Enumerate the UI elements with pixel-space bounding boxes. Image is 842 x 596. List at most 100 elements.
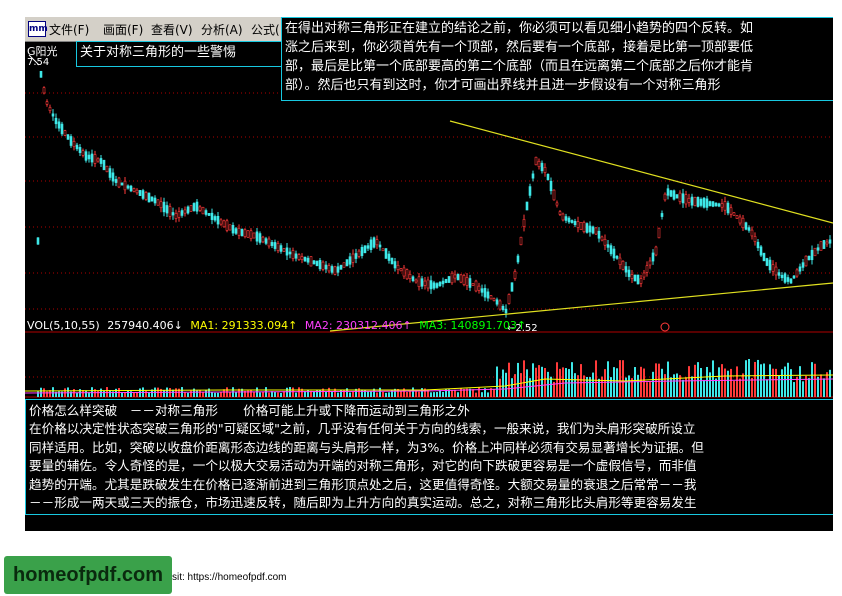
volume-bar [451,389,453,397]
volume-bar [310,390,312,397]
vol-ma2: MA2: 230312.406↑ [304,319,412,332]
candle-body [264,238,268,244]
volume-bar [460,388,462,397]
homeofpdf-logo[interactable]: homeofpdf.com [4,556,172,594]
volume-bar [421,388,423,397]
candle-body [354,253,358,259]
volume-bar [676,373,678,397]
volume-bar [127,390,129,397]
volume-bar [376,392,378,397]
candle-body [657,227,661,239]
panel-line: 在价格以决定性状态突破三角形的"可疑区域"之前，几乎没有任何关于方向的线索，一般… [29,421,696,437]
volume-bar [535,367,537,397]
menu-screen[interactable]: 画面(F) [103,23,144,37]
volume-bar [400,391,402,397]
candle-body [417,276,421,287]
candle-body [606,244,610,248]
menu-analysis[interactable]: 分析(A) [201,23,243,37]
volume-bar [808,378,810,397]
volume-bar [637,374,639,397]
candle-body [810,249,814,261]
volume-bar [457,392,459,397]
volume-bar [820,374,822,397]
candle-body [471,283,475,286]
menu-formula[interactable]: 公式( [251,23,280,37]
candle-body [549,180,553,192]
volume-bar [790,369,792,397]
candle-body [717,203,721,207]
candle-body [228,224,232,231]
candle-body [579,222,583,230]
volume-bar [616,368,618,397]
volume-bar [670,377,672,397]
candle-body [477,285,481,291]
volume-bar [145,390,147,397]
volume-bar [202,392,204,397]
candle-body [387,253,391,261]
volume-bar [37,391,39,397]
volume-bar [253,392,255,397]
candle-body [567,217,571,223]
candle-body [51,113,55,117]
candle-body [177,211,181,218]
candle-body [699,198,703,206]
candle-body [828,239,832,244]
volume-bar [481,392,483,397]
volume-bar [403,388,405,397]
volume-bar [652,371,654,397]
volume-bar [766,379,768,397]
volume-bar [586,376,588,397]
candle-body [441,280,445,285]
candle-body [591,226,595,234]
candle-body [291,250,295,259]
candle-body [273,242,277,249]
candle-body [429,280,433,290]
menu-view[interactable]: 查看(V) [151,23,193,37]
volume-bar [466,388,468,397]
candle-body [150,196,154,202]
candle-body [126,185,130,189]
volume-bar [67,387,69,397]
panel-line: －－形成一两天或三天的振仓，市场迅速反转，随后即为上升方向的真实运动。总之，对称… [29,495,697,511]
candle-body [696,197,700,207]
app-icon[interactable]: mm [28,21,48,37]
volume-bar [184,391,186,397]
candle-body [468,278,472,288]
candle-body [258,233,262,243]
volume-bar [151,389,153,397]
volume-bar [598,378,600,397]
candle-body [198,206,202,211]
kline-chart[interactable]: ←2.52 [25,41,833,531]
volume-bar [247,390,249,397]
volume-bar [109,390,111,397]
candle-body [582,222,586,232]
candle-body [339,264,343,270]
volume-bar [97,390,99,397]
candle-body [723,201,727,211]
volume-bar [193,388,195,397]
candle-body [801,262,805,268]
volume-bar [277,392,279,397]
candle-body [348,256,352,265]
candle-body [450,272,454,284]
candle-body [216,215,220,225]
candle-body [570,220,574,223]
volume-bar [520,373,522,397]
volume-bar [781,369,783,397]
volume-bar [316,390,318,397]
candle-body [372,237,376,248]
candle-body [480,288,484,293]
volume-bar [628,375,630,397]
volume-bar [172,389,174,397]
high-price-arrow [28,54,40,66]
menu-file[interactable]: 文件(F) [49,23,90,37]
candle-body [213,216,217,221]
candle-body [795,269,799,277]
candle-body [378,244,382,248]
candle-body [375,239,379,246]
volume-bar [805,375,807,397]
candle-body [822,240,826,249]
candle-body [297,254,301,260]
volume-bar [703,379,705,397]
candle-body [246,230,250,238]
